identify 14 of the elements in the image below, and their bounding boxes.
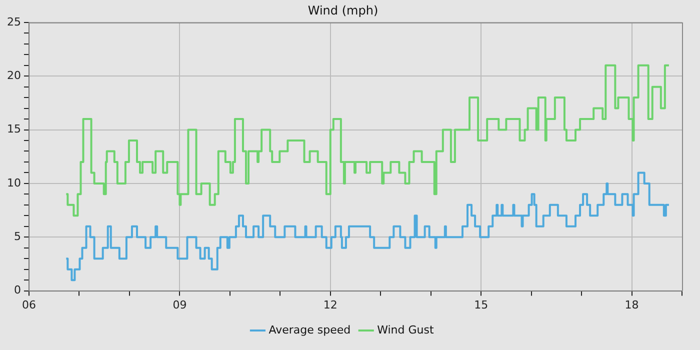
x-tick-label: 18	[624, 298, 639, 312]
y-tick-label: 5	[14, 230, 21, 243]
x-tick-label: 15	[474, 298, 488, 312]
y-tick-label: 15	[6, 122, 21, 136]
legend-label: Wind Gust	[377, 323, 434, 336]
y-tick-label: 25	[6, 15, 21, 28]
y-tick-label: 20	[6, 68, 21, 82]
x-tick-label: 09	[172, 298, 187, 312]
x-tick-label: 12	[323, 298, 338, 312]
y-tick-label: 10	[6, 176, 21, 190]
x-tick-label: 06	[22, 298, 36, 312]
legend-label: Average speed	[268, 323, 351, 336]
y-tick-label: 0	[14, 284, 21, 297]
chart-title: Wind (mph)	[308, 3, 378, 18]
